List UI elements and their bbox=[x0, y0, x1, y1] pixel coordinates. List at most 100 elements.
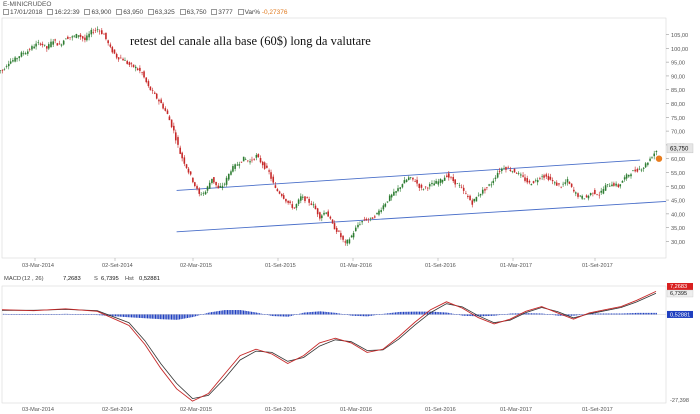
macd-histogram-bar bbox=[179, 314, 181, 320]
macd-histogram-bar bbox=[271, 314, 273, 317]
macd-histogram-bar bbox=[580, 314, 582, 315]
price-candle bbox=[122, 58, 124, 61]
variation-icon bbox=[237, 9, 244, 16]
price-candle bbox=[270, 172, 272, 179]
price-candle bbox=[7, 63, 10, 67]
macd-histogram-bar bbox=[387, 313, 389, 315]
macd-histogram-bar bbox=[243, 310, 245, 315]
macd-histogram-bar bbox=[134, 314, 136, 318]
price-candle bbox=[187, 168, 190, 173]
macd-histogram-bar bbox=[438, 312, 440, 315]
macd-x-label: 03-Mar-2014 bbox=[22, 407, 54, 413]
macd-histogram-bar bbox=[239, 310, 241, 315]
price-candle bbox=[388, 195, 391, 201]
macd-histogram-bar bbox=[33, 314, 35, 315]
macd-histogram-bar bbox=[174, 314, 176, 320]
price-candle bbox=[583, 198, 586, 200]
price-candle bbox=[306, 197, 308, 199]
macd-histogram-bar bbox=[276, 314, 278, 317]
price-candle bbox=[155, 93, 158, 99]
macd-histogram-bar bbox=[532, 313, 534, 315]
macd-histogram-bar bbox=[452, 313, 454, 315]
macd-histogram-bar bbox=[591, 313, 593, 315]
macd-histogram-bar bbox=[219, 310, 221, 315]
macd-histogram-bar bbox=[249, 311, 251, 315]
quote-close: 63,750 bbox=[186, 9, 207, 16]
macd-histogram-bar bbox=[255, 312, 257, 315]
price-candle bbox=[352, 233, 355, 238]
macd-histogram-bar bbox=[617, 313, 619, 315]
macd-histogram-bar bbox=[647, 312, 649, 315]
macd-histogram-bar bbox=[15, 314, 17, 315]
macd-histogram-bar bbox=[12, 314, 14, 315]
macd-histogram-bar bbox=[279, 314, 281, 317]
macd-histogram-bar bbox=[611, 313, 613, 315]
price-candle bbox=[107, 40, 109, 44]
price-candle bbox=[503, 168, 505, 169]
macd-histogram-bar bbox=[115, 314, 117, 317]
macd-histogram-bar bbox=[78, 314, 80, 315]
price-candle bbox=[266, 165, 268, 168]
price-candle bbox=[335, 227, 338, 232]
macd-histogram-bar bbox=[118, 314, 120, 317]
macd-histogram-bar bbox=[348, 314, 350, 316]
macd-histogram-bar bbox=[559, 314, 561, 316]
macd-histogram-bar bbox=[495, 314, 497, 316]
price-candle bbox=[365, 218, 368, 221]
macd-histogram-bar bbox=[287, 314, 289, 317]
macd-histogram-bar bbox=[516, 313, 518, 315]
price-candle bbox=[301, 196, 304, 198]
macd-histogram-bar bbox=[6, 313, 8, 315]
macd-histogram-bar bbox=[321, 311, 323, 315]
macd-histogram-bar bbox=[209, 312, 211, 315]
macd-histogram-bar bbox=[57, 314, 59, 315]
price-candle bbox=[437, 181, 440, 185]
macd-histogram-bar bbox=[631, 313, 633, 315]
macd-x-label: 01-Mar-2016 bbox=[340, 407, 372, 413]
macd-histogram-bar bbox=[526, 313, 528, 315]
price-candle bbox=[92, 32, 95, 33]
price-candle bbox=[312, 204, 315, 206]
macd-histogram-bar bbox=[508, 313, 510, 315]
macd-histogram-bar bbox=[582, 314, 584, 315]
macd-histogram-bar bbox=[467, 314, 469, 316]
macd-histogram-bar bbox=[89, 314, 91, 315]
macd-histogram-bar bbox=[55, 314, 57, 315]
macd-histogram-bar bbox=[116, 314, 118, 317]
price-candle bbox=[327, 211, 329, 217]
macd-histogram-bar bbox=[329, 312, 331, 315]
macd-histogram-bar bbox=[51, 314, 53, 315]
macd-histogram-bar bbox=[649, 312, 651, 315]
macd-histogram-bar bbox=[233, 310, 235, 315]
macd-histogram-bar bbox=[342, 314, 344, 315]
macd-histogram-bar bbox=[215, 311, 217, 315]
price-candle bbox=[346, 239, 349, 244]
macd-histogram-bar bbox=[225, 310, 227, 315]
price-candle bbox=[501, 168, 503, 172]
macd-histogram-bar bbox=[195, 314, 197, 317]
price-candle bbox=[73, 35, 75, 37]
price-x-label: 01-Set-2017 bbox=[582, 263, 613, 269]
price-candle bbox=[162, 103, 164, 109]
price-candle bbox=[545, 174, 548, 177]
macd-histogram-bar bbox=[73, 314, 75, 315]
clock-icon bbox=[47, 9, 54, 16]
macd-histogram-bar bbox=[119, 314, 121, 317]
price-candle bbox=[12, 60, 14, 62]
price-candle bbox=[295, 204, 298, 208]
price-candle bbox=[319, 212, 321, 219]
price-candle bbox=[183, 157, 186, 164]
macd-histogram-bar bbox=[22, 314, 24, 315]
quote-date: 17/01/2018 bbox=[10, 9, 43, 16]
price-candle bbox=[168, 116, 171, 121]
macd-histogram-bar bbox=[422, 311, 424, 315]
price-axis-label: 90,00 bbox=[671, 74, 685, 80]
macd-histogram-bar bbox=[574, 314, 576, 316]
price-candle bbox=[615, 183, 617, 186]
macd-histogram-bar bbox=[383, 313, 385, 315]
macd-histogram-bar bbox=[44, 314, 46, 315]
macd-histogram-bar bbox=[510, 313, 512, 315]
macd-histogram-bar bbox=[367, 314, 369, 317]
